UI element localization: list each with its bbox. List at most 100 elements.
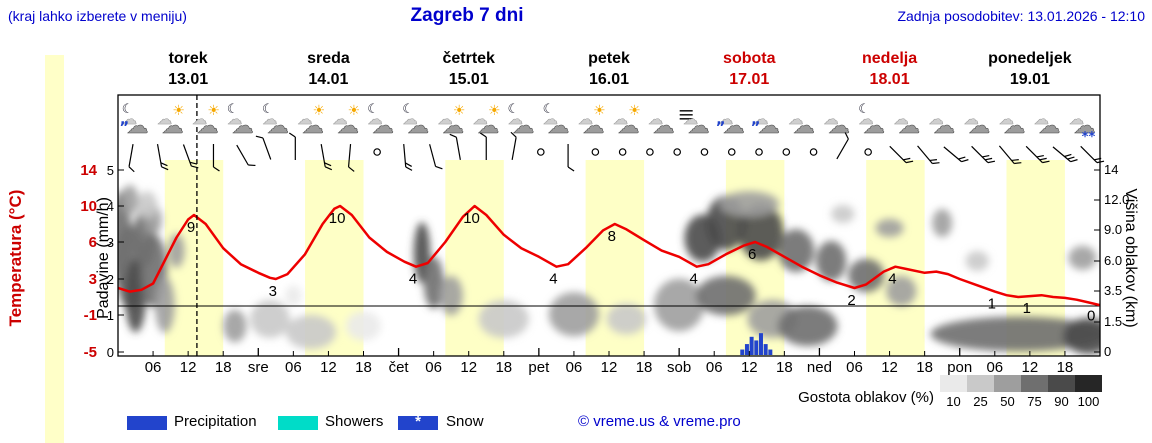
cloud-density-scale-ticks: 10 25 50 75 90 100 <box>940 394 1102 409</box>
calm-wind-icon <box>727 148 736 156</box>
svg-text:5: 5 <box>107 163 114 178</box>
svg-text:☁: ☁ <box>613 110 628 128</box>
svg-text:☀: ☀ <box>628 103 641 119</box>
temperature-curve <box>118 204 1100 307</box>
svg-text:-5: -5 <box>84 344 97 361</box>
wind-barb-icon <box>998 145 1022 165</box>
wind-barb-icon <box>320 144 333 171</box>
calm-wind-icon <box>782 148 791 156</box>
wind-barb-icon <box>567 144 575 172</box>
svg-text:12: 12 <box>741 359 758 376</box>
svg-text:☁: ☁ <box>192 110 207 128</box>
svg-text:1: 1 <box>107 308 114 323</box>
density-scale-segment <box>1048 375 1075 392</box>
svg-text:0: 0 <box>107 345 114 360</box>
svg-text:torek: torek <box>169 50 208 67</box>
precipitation-legend-label: Precipitation <box>174 413 257 430</box>
svg-text:06: 06 <box>285 359 302 376</box>
wind-barb-icon <box>429 144 443 170</box>
last-update-text: Zadnja posodobitev: 13.01.2026 - 12:10 <box>897 8 1145 24</box>
precipitation-bars <box>740 333 773 355</box>
svg-text:☁: ☁ <box>683 110 698 128</box>
svg-text:☁: ☁ <box>929 110 944 128</box>
weather-icon-moon-cloud: ☾☁☁ <box>543 102 570 139</box>
svg-text:„: „ <box>120 110 130 128</box>
weather-icon-moon-cloud: ☾☁☁ <box>262 102 289 139</box>
svg-text:☾: ☾ <box>507 102 519 117</box>
svg-text:1: 1 <box>1023 300 1031 317</box>
density-scale-tick: 90 <box>1054 394 1069 409</box>
density-scale-segment <box>994 375 1021 392</box>
copyright-link[interactable]: © vreme.us & vreme.pro <box>578 413 741 430</box>
svg-text:16.01: 16.01 <box>589 71 629 88</box>
svg-text:☁: ☁ <box>262 110 277 128</box>
svg-text:9.0: 9.0 <box>1104 222 1122 237</box>
svg-text:☁: ☁ <box>232 114 254 139</box>
weather-icon-moon-cloud: ☾☁☁ <box>227 102 254 139</box>
svg-text:ponedeljek: ponedeljek <box>988 50 1072 67</box>
svg-text:☁: ☁ <box>403 110 418 128</box>
svg-text:☁: ☁ <box>999 110 1014 128</box>
density-scale-segment <box>1075 375 1102 392</box>
wind-barb-icon <box>347 143 355 172</box>
cloud-height-tick-labels: 14 12.0 9.0 6.0 3.5 1.5 0 <box>1104 162 1129 359</box>
weather-icon-moon-cloud: ☾☁☁ <box>402 102 429 139</box>
wind-barb-icon <box>1052 146 1078 163</box>
svg-text:☾: ☾ <box>262 102 274 117</box>
svg-text:☀: ☀ <box>313 103 326 119</box>
weather-icon-sun-cloud: ☀☁☁ <box>192 103 220 139</box>
svg-text:☾: ☾ <box>858 102 870 117</box>
svg-text:☁: ☁ <box>332 110 347 128</box>
svg-text:18: 18 <box>355 359 372 376</box>
calm-wind-icon <box>755 148 763 156</box>
svg-text:12: 12 <box>460 359 477 376</box>
weather-icon-cloud: ☁☁ <box>648 110 675 139</box>
svg-text:☁: ☁ <box>1038 114 1060 139</box>
svg-text:☁: ☁ <box>302 114 324 139</box>
wind-barb-icon <box>288 132 296 160</box>
svg-text:☁: ☁ <box>267 114 289 139</box>
svg-text:☁: ☁ <box>618 114 640 139</box>
wind-barb-icon <box>510 131 517 160</box>
snow-legend-label: Snow <box>446 413 484 430</box>
svg-text:sobota: sobota <box>723 50 776 67</box>
cloud-cover-shading <box>118 185 1100 355</box>
density-scale-tick: 25 <box>973 394 988 409</box>
calm-wind-icon <box>673 148 681 156</box>
svg-text:☀: ☀ <box>593 103 606 119</box>
svg-text:ned: ned <box>807 359 832 376</box>
svg-text:4: 4 <box>107 199 114 214</box>
svg-text:☁: ☁ <box>823 110 838 128</box>
svg-text:☁: ☁ <box>968 114 990 139</box>
svg-text:06: 06 <box>706 359 723 376</box>
wind-barbs-row <box>128 131 1105 173</box>
calm-wind-icon <box>618 148 627 156</box>
svg-text:☾: ☾ <box>122 102 134 117</box>
svg-text:06: 06 <box>846 359 863 376</box>
svg-text:3: 3 <box>89 271 97 288</box>
wind-barb-icon <box>479 132 487 160</box>
svg-text:☁: ☁ <box>157 110 172 128</box>
svg-text:☁: ☁ <box>372 114 394 139</box>
weather-icon-cloud: ☁☁ <box>1034 110 1061 139</box>
weather-icon-rain-cloud: ☁☁„ <box>751 110 780 139</box>
density-scale-tick: 50 <box>1000 394 1015 409</box>
svg-text:☁: ☁ <box>127 114 149 139</box>
wind-barb-icon <box>403 143 413 171</box>
svg-text:2: 2 <box>847 292 855 309</box>
density-scale-segment <box>967 375 994 392</box>
svg-text:sreda: sreda <box>307 50 350 67</box>
calm-wind-icon <box>537 148 545 156</box>
page-title: Zagreb 7 dni <box>410 5 524 26</box>
svg-text:-1: -1 <box>84 307 97 324</box>
weather-icon-cloud: ☁☁ <box>999 110 1026 139</box>
svg-text:☁: ☁ <box>758 114 780 139</box>
cloud-density-label: Gostota oblakov (%) <box>798 389 934 406</box>
svg-text:10: 10 <box>80 198 97 215</box>
svg-text:18: 18 <box>916 359 933 376</box>
svg-text:12.0: 12.0 <box>1104 192 1129 207</box>
precipitation-legend-swatch <box>127 416 167 430</box>
